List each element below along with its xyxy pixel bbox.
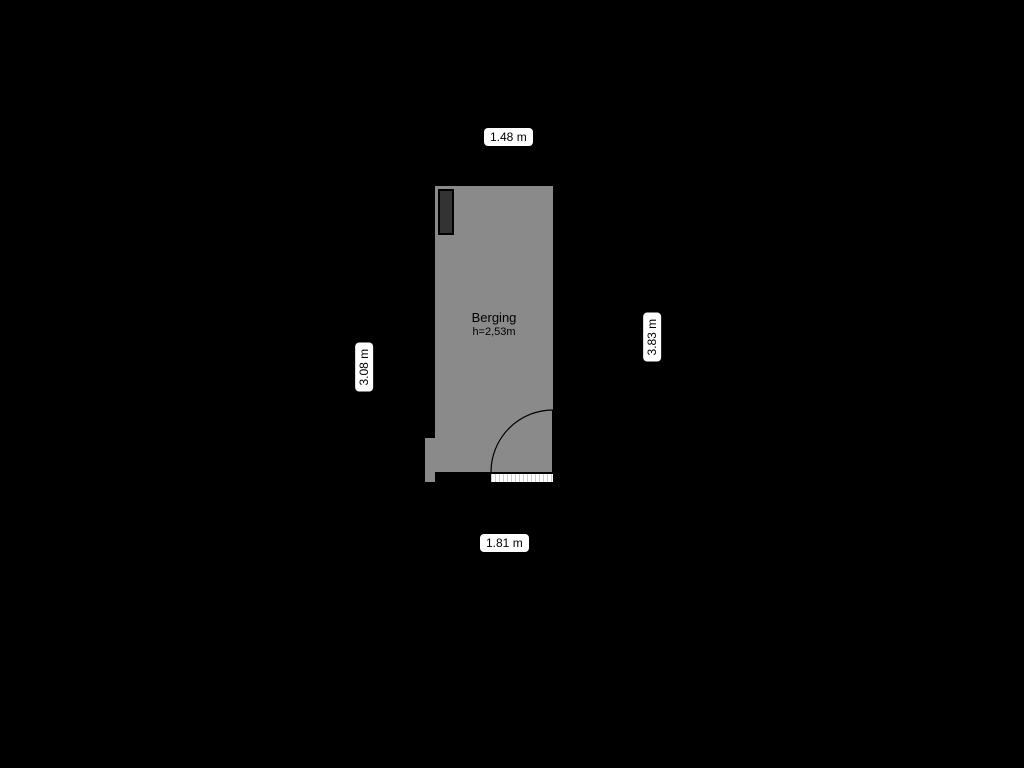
door-swing-arc [491, 410, 557, 476]
door-arc-path [491, 410, 553, 472]
dimension-left: 3.08 m [355, 343, 373, 392]
dimension-right: 3.83 m [643, 313, 661, 362]
floorplan-stage: Berging h=2,53m 1.48 m 1.81 m 3.08 m 3.8… [0, 0, 1024, 768]
room-name-label: Berging [434, 310, 554, 325]
room-height-label: h=2,53m [434, 326, 554, 338]
dimension-bottom: 1.81 m [480, 534, 529, 552]
room-step [425, 438, 435, 482]
dimension-top: 1.48 m [484, 128, 533, 146]
fixture-block [438, 189, 454, 235]
